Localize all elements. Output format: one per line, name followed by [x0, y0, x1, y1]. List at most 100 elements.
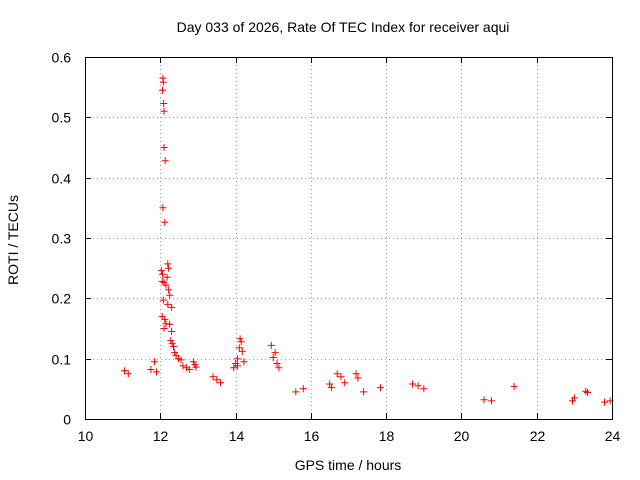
- data-point: [158, 277, 166, 285]
- data-point: [121, 367, 128, 375]
- data-point: [153, 368, 160, 376]
- data-point: [352, 370, 360, 378]
- data-point: [147, 366, 155, 373]
- data-point: [213, 376, 221, 384]
- y-tick-label: 0.6: [52, 50, 72, 66]
- data-point: [510, 382, 518, 390]
- data-point: [584, 389, 591, 396]
- data-point: [235, 344, 243, 352]
- data-point: [162, 281, 170, 289]
- data-point: [354, 374, 362, 382]
- data-point: [160, 107, 168, 115]
- data-point: [299, 385, 307, 393]
- x-tick-label: 10: [78, 428, 94, 444]
- data-point: [168, 328, 176, 335]
- x-tick-label: 14: [229, 428, 245, 444]
- data-point: [166, 291, 174, 299]
- y-tick-label: 0.3: [52, 231, 72, 247]
- data-point: [159, 204, 167, 212]
- data-point: [159, 270, 166, 278]
- data-point: [160, 100, 168, 107]
- data-point: [377, 384, 384, 392]
- chart-title: Day 033 of 2026, Rate Of TEC Index for r…: [177, 19, 510, 35]
- data-point: [238, 347, 246, 355]
- data-point: [167, 337, 175, 345]
- y-tick-label: 0.1: [52, 352, 72, 368]
- data-point: [183, 364, 191, 372]
- data-point: [170, 343, 177, 351]
- data-point: [326, 380, 334, 388]
- data-point: [271, 349, 279, 357]
- y-tick-label: 0: [63, 412, 71, 428]
- data-point: [164, 260, 172, 268]
- x-axis-label: GPS time / hours: [295, 457, 402, 473]
- data-point: [360, 388, 368, 396]
- data-point: [209, 373, 217, 381]
- data-point: [601, 398, 608, 406]
- data-point: [168, 340, 176, 348]
- data-point: [273, 360, 281, 367]
- data-point: [168, 303, 176, 311]
- y-tick-label: 0.4: [52, 171, 72, 187]
- x-tick-label: 12: [153, 428, 169, 444]
- data-point: [236, 335, 244, 343]
- data-point: [409, 380, 416, 388]
- data-point: [179, 362, 187, 370]
- data-point: [328, 384, 336, 392]
- data-point: [234, 362, 241, 370]
- data-point: [166, 320, 174, 328]
- data-point: [159, 296, 167, 304]
- data-point: [234, 355, 241, 363]
- data-point: [151, 358, 159, 366]
- data-point: [275, 364, 283, 372]
- data-point: [159, 86, 166, 94]
- x-tick-label: 16: [304, 428, 320, 444]
- data-point: [292, 388, 300, 396]
- data-point: [333, 370, 341, 378]
- data-point: [159, 78, 167, 86]
- data-point: [165, 264, 173, 272]
- data-point: [124, 370, 132, 378]
- data-point: [171, 349, 179, 357]
- data-point: [189, 358, 197, 366]
- y-tick-label: 0.5: [52, 110, 72, 126]
- data-point: [161, 315, 169, 323]
- data-point: [160, 325, 168, 332]
- data-point: [420, 385, 428, 393]
- x-tick-label: 20: [454, 428, 470, 444]
- x-tick-label: 22: [530, 428, 546, 444]
- data-point: [337, 373, 345, 381]
- y-axis-label: ROTI / TECUs: [5, 195, 21, 285]
- data-point: [165, 286, 173, 294]
- data-point: [161, 157, 169, 165]
- data-point: [240, 358, 248, 366]
- data-point: [569, 397, 576, 405]
- data-point: [480, 396, 488, 404]
- data-point: [269, 354, 277, 361]
- data-point: [164, 300, 172, 308]
- data-point: [162, 320, 170, 328]
- data-point: [192, 363, 200, 371]
- data-point: [217, 379, 224, 387]
- y-tick-label: 0.2: [52, 291, 72, 307]
- data-point: [237, 338, 245, 346]
- grid: [85, 57, 612, 419]
- data-point: [163, 273, 171, 281]
- data-point: [488, 397, 495, 405]
- data-point: [186, 366, 194, 373]
- x-tick-label: 18: [379, 428, 395, 444]
- data-point: [341, 379, 349, 387]
- data-point: [161, 218, 169, 226]
- data-point: [570, 394, 578, 402]
- data-point: [582, 387, 590, 395]
- x-tick-label: 24: [605, 428, 621, 444]
- data-points: [121, 74, 614, 406]
- data-point: [160, 144, 168, 151]
- axis-ticks: 10 12 14 16 18 20 22 24 0 0.1 0.2 0.3 0.4 0.5 0.6: [52, 50, 621, 445]
- data-point: [230, 364, 238, 372]
- data-point: [267, 341, 275, 349]
- data-point: [177, 356, 185, 364]
- data-point: [157, 267, 165, 275]
- data-point: [414, 382, 422, 390]
